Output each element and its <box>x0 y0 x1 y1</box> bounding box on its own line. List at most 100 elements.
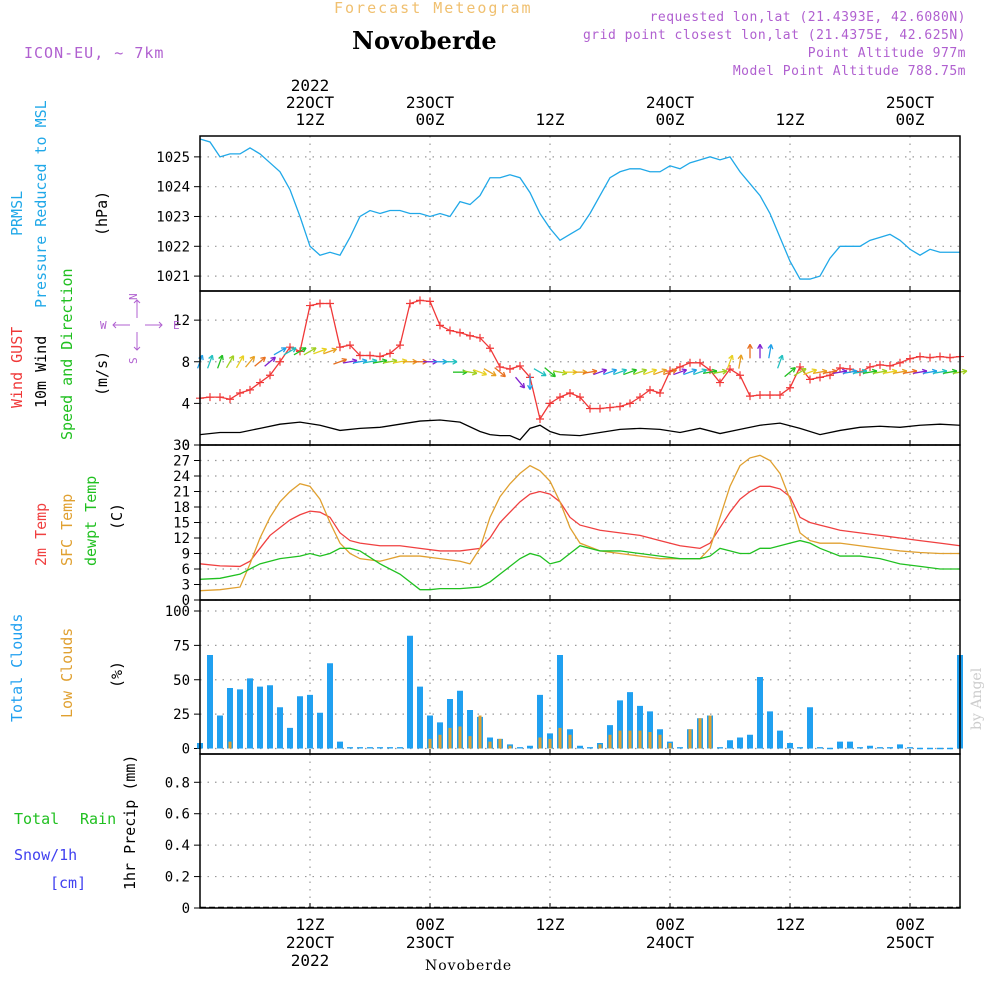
time-label-bottom: 24OCT <box>646 933 695 952</box>
low-cloud-bar <box>228 741 232 749</box>
gust-marker <box>746 392 754 401</box>
time-label-bottom: 00Z <box>416 915 445 934</box>
time-label-bottom: 12Z <box>776 915 805 934</box>
total-cloud-bar <box>457 690 463 749</box>
wind-unit: (m/s) <box>93 351 111 396</box>
wind-direction-arrow <box>323 348 337 355</box>
low-cloud-bar <box>468 736 472 749</box>
gust-marker <box>376 352 384 361</box>
wind-arrow-head <box>631 368 638 374</box>
gust-marker <box>636 393 644 402</box>
time-label-top: 25OCT <box>886 93 935 112</box>
gust-marker <box>586 404 594 413</box>
gust-marker <box>736 371 744 380</box>
total-cloud-bar <box>537 694 543 749</box>
chart-title: Novoberde <box>352 26 497 55</box>
wind-arrow-head <box>481 370 488 376</box>
time-label-bottom: 00Z <box>896 915 925 934</box>
wind-direction-arrow <box>206 354 214 369</box>
gust-marker <box>286 343 294 352</box>
wind-direction-arrow <box>793 368 807 377</box>
total-cloud-bar <box>857 747 863 749</box>
total-cloud-bar <box>417 686 423 749</box>
y-tick-label: 0 <box>182 593 190 609</box>
wind-direction-arrow <box>333 358 347 365</box>
y-tick-label: 3 <box>182 578 190 594</box>
gust-marker <box>216 393 224 402</box>
wind-arrow-head <box>691 368 698 374</box>
wind-direction-arrow <box>633 369 647 376</box>
wind-direction-arrow <box>582 370 598 375</box>
total-cloud-bar <box>787 743 793 749</box>
wind-direction-arrow <box>225 355 235 369</box>
total-cloud-bar <box>447 699 453 749</box>
low-cloud-bar <box>488 741 492 749</box>
total-cloud-bar <box>637 705 643 749</box>
total-cloud-bar <box>337 741 343 749</box>
pressure-ylabel: Pressure Reduced to MSL <box>32 100 50 308</box>
wind-direction-arrow <box>892 370 908 375</box>
direction-ylabel: Speed and Direction <box>58 268 76 440</box>
wind-direction-arrow <box>494 367 506 378</box>
total-cloud-bar <box>747 734 753 749</box>
wind-direction-arrow <box>912 370 928 375</box>
low-cloud-bar <box>568 734 572 749</box>
wind-direction-arrow <box>822 370 838 375</box>
gust-marker <box>806 375 814 384</box>
gust-marker <box>816 373 824 382</box>
gust-marker <box>416 296 424 305</box>
supertitle: Forecast Meteogram <box>334 0 533 17</box>
wind-direction-arrow <box>768 344 772 359</box>
total-cloud-bar <box>807 707 813 749</box>
snow-label: Snow/1h <box>14 846 77 864</box>
total-cloud-bar <box>557 655 563 749</box>
low-cloud-bar <box>708 715 712 749</box>
wind-direction-arrow <box>283 347 297 356</box>
wind-arrow-head <box>747 344 753 350</box>
wind-arrow-head <box>260 356 266 363</box>
wind-arrow-head <box>519 382 526 389</box>
gust-marker <box>616 402 624 411</box>
wind-arrow-head <box>671 368 678 374</box>
total-cloud-bar <box>777 730 783 749</box>
gust-marker <box>366 351 374 360</box>
y-tick-label: 6 <box>182 562 190 578</box>
gust-ylabel: Wind GUST <box>8 327 26 408</box>
gust-series-line <box>199 299 961 421</box>
compass-n: N <box>127 293 140 300</box>
wind-direction-arrow <box>483 368 497 377</box>
pressure-series-line <box>199 138 960 280</box>
wind-direction-arrow <box>593 369 607 376</box>
wind-direction-arrow <box>235 355 245 369</box>
wind-direction-arrow <box>372 359 388 364</box>
low-cloud-bar <box>438 734 442 749</box>
y-tick-label: 75 <box>173 638 190 654</box>
total-cloud-bar <box>267 685 273 749</box>
y-tick-label: 100 <box>165 604 190 620</box>
low-cloud-bar <box>548 738 552 749</box>
total-cloud-bar <box>297 696 303 749</box>
wind-arrow-head <box>491 371 497 377</box>
low-cloud-bar <box>448 727 452 749</box>
compass-e: E <box>173 319 180 332</box>
total-cloud-bar <box>767 711 773 749</box>
wind-arrow-head <box>500 371 506 378</box>
pressure-unit: (hPa) <box>93 191 111 236</box>
total-cloud-bar <box>737 737 743 749</box>
total-cloud-bar <box>727 740 733 749</box>
wind-arrow-head <box>601 368 608 374</box>
y-tick-label: 12 <box>173 313 190 329</box>
low-cloud-bar <box>608 734 612 749</box>
total-cloud-bar <box>427 715 433 749</box>
wind-direction-arrow <box>264 356 276 367</box>
total-cloud-bar <box>377 747 383 749</box>
low-cloud-bar <box>598 744 602 749</box>
total-cloud-bar <box>247 678 253 749</box>
gust-marker <box>606 403 614 412</box>
gust-marker <box>336 343 344 352</box>
gust-marker <box>936 352 944 361</box>
rain-label: Rain <box>80 810 116 828</box>
low-cloud-bar <box>498 738 502 749</box>
gust-marker <box>926 353 934 362</box>
gust-marker <box>876 360 884 369</box>
